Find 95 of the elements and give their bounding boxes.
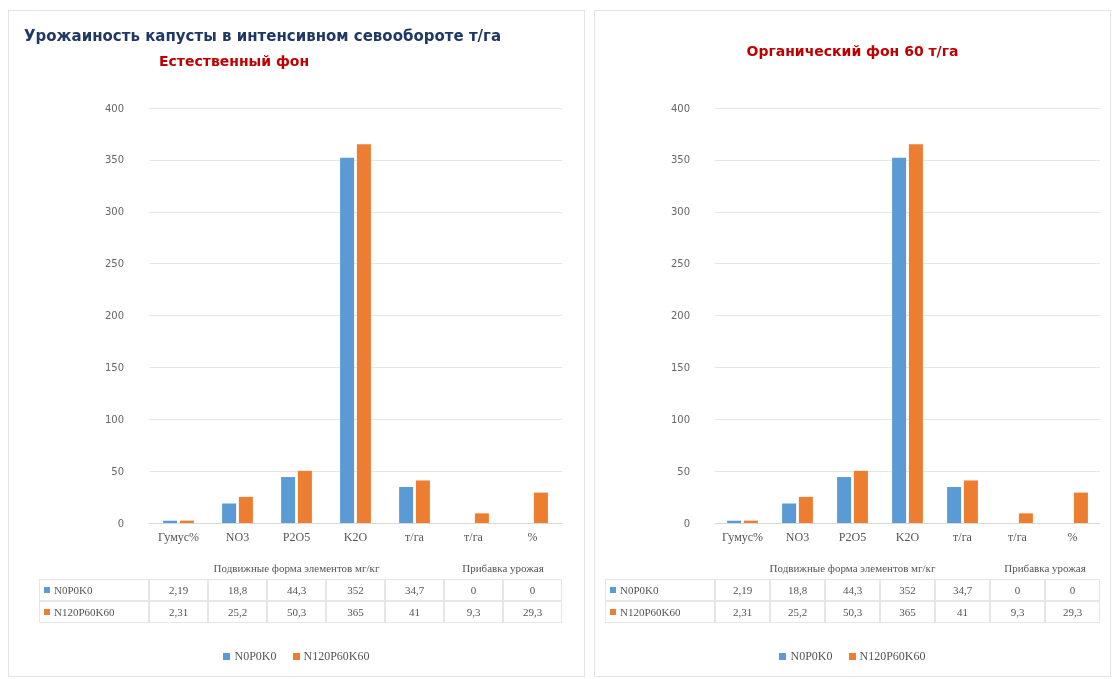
data-label: 29,3 bbox=[503, 601, 562, 623]
text: Подвижные форма элементов мг/кг bbox=[769, 560, 936, 576]
data-label: 0 bbox=[1045, 579, 1100, 601]
bar bbox=[798, 496, 813, 523]
bar bbox=[1073, 492, 1088, 523]
data-label: 41 bbox=[385, 601, 444, 623]
y-tick-label: 150 bbox=[670, 361, 690, 373]
legend-label: N0P0K0 bbox=[605, 579, 715, 601]
data-label: 9,3 bbox=[990, 601, 1045, 623]
data-label: 2,31 bbox=[149, 601, 208, 623]
x-tick-label: K2O bbox=[895, 530, 920, 544]
y-tick-label: 50 bbox=[111, 465, 124, 477]
x-tick-label: NO3 bbox=[225, 530, 250, 544]
y-tick-label: 200 bbox=[670, 310, 690, 321]
bar bbox=[399, 487, 414, 523]
legend-label: N120P60K60 bbox=[39, 601, 149, 623]
data-label: 2,19 bbox=[149, 579, 208, 601]
chart-subtitle: Органический фон 60 т/га bbox=[746, 43, 959, 59]
x-tick-label: P2O5 bbox=[282, 530, 311, 544]
y-tick-label: 300 bbox=[104, 206, 124, 218]
x-tick-label: NO3 bbox=[785, 530, 810, 544]
data-label: 29,3 bbox=[1045, 601, 1100, 623]
data-label: 25,2 bbox=[208, 601, 267, 623]
x-tick-label: Гумус% bbox=[721, 530, 764, 544]
bar bbox=[1018, 513, 1033, 523]
text: N0P0K0 bbox=[790, 649, 833, 663]
y-tick-label: 150 bbox=[104, 361, 124, 373]
text: N0P0K0 bbox=[234, 649, 277, 663]
x-tick-label: P2O5 bbox=[838, 530, 867, 544]
y-tick-label: 100 bbox=[104, 413, 124, 425]
y-tick-label: 400 bbox=[104, 102, 124, 114]
data-label: 25,2 bbox=[770, 601, 825, 623]
data-label: 2,19 bbox=[715, 579, 770, 601]
data-label: 18,8 bbox=[208, 579, 267, 601]
bar bbox=[415, 480, 430, 523]
data-label: 0 bbox=[503, 579, 562, 601]
bar bbox=[853, 470, 868, 523]
x-tick-label: % bbox=[527, 530, 538, 544]
y-tick-label: 250 bbox=[670, 258, 690, 270]
data-label: 352 bbox=[326, 579, 385, 601]
data-label: 0 bbox=[990, 579, 1045, 601]
bar bbox=[892, 157, 907, 523]
bar bbox=[474, 513, 489, 523]
y-tick-label: 50 bbox=[677, 465, 690, 477]
bar bbox=[837, 477, 852, 523]
y-tick-label: 0 bbox=[117, 517, 124, 529]
x-tick-label: т/га bbox=[405, 530, 425, 544]
bar bbox=[281, 477, 296, 523]
data-label: 9,3 bbox=[444, 601, 503, 623]
x-tick-label: т/га bbox=[1008, 530, 1028, 544]
y-tick-label: 300 bbox=[670, 206, 690, 218]
bar bbox=[963, 480, 978, 523]
data-label: 352 bbox=[880, 579, 935, 601]
x-tick-label: K2O bbox=[343, 530, 368, 544]
data-label: 2,31 bbox=[715, 601, 770, 623]
y-tick-label: 0 bbox=[683, 517, 690, 529]
bar bbox=[947, 487, 962, 523]
x-tick-label: т/га bbox=[953, 530, 973, 544]
bar bbox=[533, 492, 548, 523]
x-tick-label: Гумус% bbox=[157, 530, 200, 544]
text: Прибавка урожая bbox=[461, 560, 545, 576]
y-tick-label: 350 bbox=[670, 154, 690, 166]
bar bbox=[222, 503, 237, 523]
y-tick-label: 100 bbox=[670, 413, 690, 425]
y-tick-label: 400 bbox=[670, 102, 690, 114]
bar bbox=[297, 470, 312, 523]
data-label: 44,3 bbox=[825, 579, 880, 601]
legend-label: N120P60K60 bbox=[605, 601, 715, 623]
chart-subtitle: Естественный фон bbox=[159, 53, 310, 69]
y-tick-label: 250 bbox=[104, 258, 124, 270]
y-tick-label: 200 bbox=[104, 310, 124, 321]
bar bbox=[908, 144, 923, 523]
data-label: 44,3 bbox=[267, 579, 326, 601]
text: Прибавка урожая bbox=[1003, 560, 1087, 576]
text: N120P60K60 bbox=[303, 649, 370, 663]
bar bbox=[782, 503, 797, 523]
data-label: 41 bbox=[935, 601, 990, 623]
chart-title: Урожаиность капусты в интенсивном севообороте т/га bbox=[24, 26, 502, 45]
data-label: 34,7 bbox=[385, 579, 444, 601]
data-label: 0 bbox=[444, 579, 503, 601]
x-tick-label: % bbox=[1067, 530, 1078, 544]
data-label: 365 bbox=[326, 601, 385, 623]
x-tick-label: т/га bbox=[464, 530, 484, 544]
bar bbox=[356, 144, 371, 523]
data-label: 365 bbox=[880, 601, 935, 623]
data-label: 18,8 bbox=[770, 579, 825, 601]
text: N120P60K60 bbox=[859, 649, 926, 663]
data-label: 50,3 bbox=[825, 601, 880, 623]
legend-label: N0P0K0 bbox=[39, 579, 149, 601]
data-label: 34,7 bbox=[935, 579, 990, 601]
y-tick-label: 350 bbox=[104, 154, 124, 166]
bar bbox=[340, 157, 355, 523]
data-label: 50,3 bbox=[267, 601, 326, 623]
bar bbox=[238, 496, 253, 523]
text: Подвижные форма элементов мг/кг bbox=[212, 560, 381, 576]
